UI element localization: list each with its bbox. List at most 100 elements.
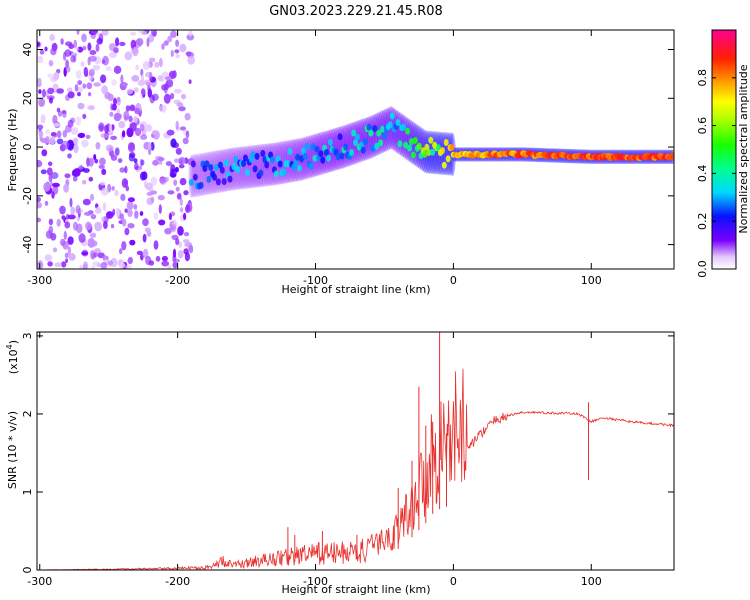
x-tick-label: -300 xyxy=(27,274,52,287)
noise-blob xyxy=(188,79,192,84)
noise-blob xyxy=(111,186,115,191)
noise-blob xyxy=(179,198,183,206)
noise-blob xyxy=(90,214,97,220)
noise-blob xyxy=(100,133,109,139)
y-tick-label: 1 xyxy=(21,488,34,495)
noise-blob xyxy=(103,221,108,230)
noise-blob xyxy=(117,158,123,164)
ridge-halo xyxy=(355,120,362,164)
noise-blob xyxy=(177,226,184,236)
noise-blob xyxy=(120,193,126,201)
noise-blob xyxy=(41,149,48,157)
noise-blob xyxy=(183,232,190,237)
noise-blob xyxy=(88,157,94,167)
colorbar: 0.0 0.2 0.4 0.6 0.8 Normalized spectral ampl… xyxy=(696,29,750,278)
noise-blob xyxy=(110,224,115,229)
spectrogram-marks xyxy=(37,30,674,269)
noise-blob xyxy=(40,169,47,175)
ridge-cell xyxy=(349,149,355,156)
noise-blob xyxy=(56,218,61,227)
noise-blob xyxy=(151,130,158,136)
ridge-cell xyxy=(362,137,368,145)
spectrogram-y-ticks: -40 -20 0 20 40 xyxy=(21,43,674,254)
noise-blob xyxy=(84,211,92,216)
noise-blob xyxy=(63,230,67,240)
noise-blob xyxy=(161,255,168,262)
noise-blob xyxy=(123,110,130,121)
noise-blob xyxy=(185,204,191,212)
noise-blob xyxy=(122,218,127,227)
noise-blob xyxy=(121,178,129,188)
noise-blob xyxy=(77,86,84,93)
ridge-cell xyxy=(287,148,293,155)
ridge-halo xyxy=(238,146,245,190)
noise-blob xyxy=(70,206,75,216)
noise-blob xyxy=(76,30,80,35)
noise-blob xyxy=(86,157,90,167)
ridge-cell xyxy=(295,153,301,161)
ridge-cell xyxy=(443,139,449,146)
ridge-cell xyxy=(297,164,302,172)
noise-blob xyxy=(44,254,53,262)
noise-blob xyxy=(179,177,187,186)
noise-blob xyxy=(158,204,162,214)
noise-blob xyxy=(40,114,46,124)
ridge-cell xyxy=(300,147,306,155)
noise-blob xyxy=(152,31,157,37)
noise-blob xyxy=(153,240,159,250)
noise-blob xyxy=(44,200,49,206)
noise-blob xyxy=(101,30,109,36)
noise-blob xyxy=(114,189,119,197)
noise-blob xyxy=(110,103,114,111)
ridge-cell xyxy=(212,173,218,181)
ridge-cell xyxy=(410,151,416,159)
snr-x-ticks: -300 -200 -100 0 100 xyxy=(27,332,602,588)
noise-blob xyxy=(65,124,72,133)
noise-blob xyxy=(115,37,120,47)
noise-blob xyxy=(50,232,57,241)
ridge-cell xyxy=(439,147,445,155)
noise-blob xyxy=(127,144,136,153)
ridge-cell xyxy=(430,148,436,156)
noise-blob xyxy=(146,197,154,206)
ridge-cell xyxy=(314,145,320,153)
ridge-cell xyxy=(312,154,318,162)
noise-blob xyxy=(134,162,139,171)
x-tick-label: 100 xyxy=(581,274,602,287)
noise-blob xyxy=(48,174,53,183)
noise-blob xyxy=(142,233,147,243)
noise-blob xyxy=(83,66,89,77)
ridge-cell xyxy=(409,138,414,146)
noise-blob xyxy=(119,167,125,173)
noise-blob xyxy=(172,248,177,258)
noise-blob xyxy=(126,88,134,95)
noise-blob xyxy=(137,80,145,86)
ridge-cell xyxy=(397,140,403,148)
ridge-cell xyxy=(285,160,291,168)
noise-blob xyxy=(183,190,189,196)
noise-blob xyxy=(153,212,159,220)
noise-blob xyxy=(67,236,74,245)
ridge-cell xyxy=(326,154,331,162)
svg-text:(x104): (x104) xyxy=(5,340,20,374)
ridge-cell xyxy=(372,125,378,133)
noise-blob xyxy=(56,138,64,145)
noise-blob xyxy=(132,46,139,57)
noise-blob xyxy=(68,43,75,49)
noise-blob xyxy=(188,244,194,254)
noise-blob xyxy=(72,175,78,182)
noise-blob xyxy=(170,224,177,233)
noise-blob xyxy=(138,30,144,34)
ridge-cell xyxy=(219,166,225,174)
colorbar-tick-label: 0.2 xyxy=(696,212,709,230)
snr-y-label: SNR (10 * v/v) xyxy=(6,411,19,489)
noise-blob xyxy=(62,130,68,138)
noise-blob xyxy=(85,134,91,139)
ridge-cell xyxy=(343,143,349,151)
noise-blob xyxy=(109,150,115,158)
ridge-cell xyxy=(424,143,430,151)
ridge-cell xyxy=(351,129,357,137)
noise-blob xyxy=(125,264,133,269)
